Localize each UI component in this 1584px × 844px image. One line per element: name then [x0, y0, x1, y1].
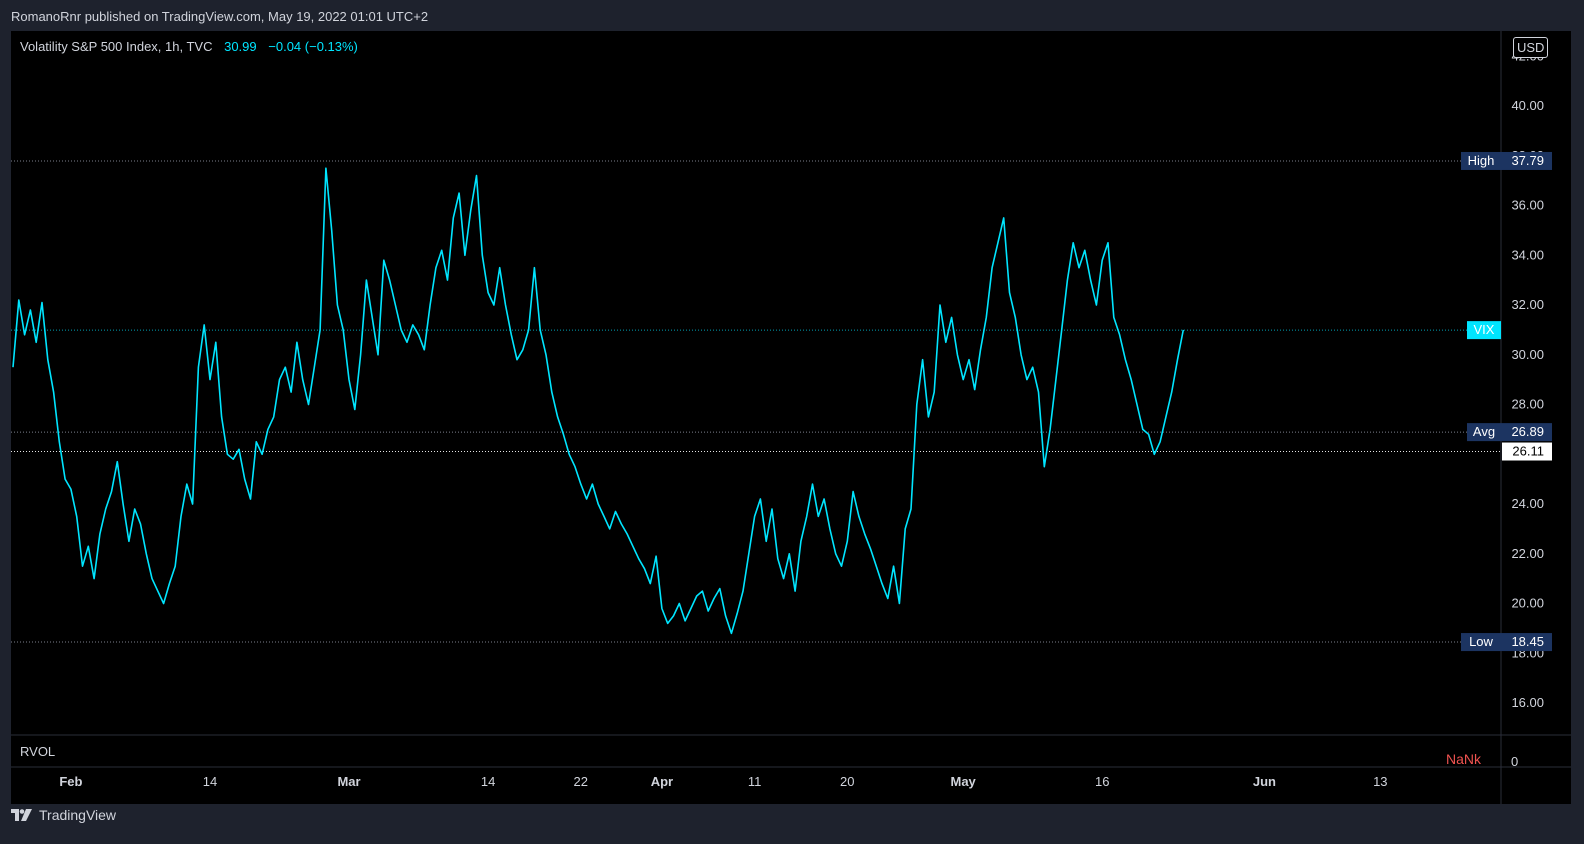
y-tick-label: 16.00	[1511, 695, 1544, 710]
x-tick-label: May	[951, 774, 977, 789]
y-tick-label: 32.00	[1511, 297, 1544, 312]
rvol-axis-zero: 0	[1511, 754, 1518, 769]
level-badge	[1461, 151, 1552, 170]
x-tick-label: Feb	[59, 774, 82, 789]
close-price-badge	[1502, 442, 1552, 461]
footer-brand: TradingView	[39, 807, 117, 823]
y-tick-label: 36.00	[1511, 198, 1544, 213]
legend: Volatility S&P 500 Index, 1h, TVC 30.99 …	[20, 39, 358, 54]
level-badge-value: 37.79	[1511, 153, 1544, 168]
legend-change: −0.04 (−0.13%)	[268, 39, 358, 54]
vix-badge-label: VIX	[1474, 322, 1495, 337]
close-price-badge-label: 26.11	[1512, 444, 1544, 459]
tradingview-logo-icon	[11, 809, 32, 821]
y-tick-label: 22.00	[1511, 546, 1544, 561]
y-tick-label: 24.00	[1511, 496, 1544, 511]
y-tick-label: 28.00	[1511, 397, 1544, 412]
level-badge-value: 26.89	[1511, 424, 1544, 439]
level-badge-name: Avg	[1473, 424, 1495, 439]
footer: TradingView	[11, 807, 116, 823]
y-tick-label: 30.00	[1511, 347, 1544, 362]
level-badge-name: High	[1468, 153, 1495, 168]
rvol-value: NaNk	[1446, 751, 1482, 767]
y-tick-label: 20.00	[1511, 596, 1544, 611]
legend-symbol: Volatility S&P 500 Index, 1h, TVC	[20, 39, 213, 54]
y-tick-label: 40.00	[1511, 98, 1544, 113]
level-badge-name: Low	[1469, 634, 1493, 649]
x-tick-label: Apr	[651, 774, 673, 789]
legend-last-price: 30.99	[224, 39, 257, 54]
level-badge	[1467, 423, 1552, 442]
x-tick-label: 16	[1095, 774, 1109, 789]
vix-series-line	[12, 167, 1185, 635]
vix-badge	[1467, 321, 1501, 340]
rvol-label: RVOL	[20, 744, 56, 759]
level-badge	[1461, 633, 1552, 652]
x-tick-label: 14	[481, 774, 495, 789]
x-tick-label: 14	[203, 774, 217, 789]
x-tick-label: 20	[840, 774, 854, 789]
currency-button[interactable]: USD	[1513, 37, 1549, 58]
level-badge-value: 18.45	[1511, 634, 1544, 649]
x-tick-label: 13	[1373, 774, 1387, 789]
chart-frame[interactable]: 16.0018.0020.0022.0024.0026.0028.0030.00…	[11, 31, 1571, 804]
vix-chart[interactable]: 16.0018.0020.0022.0024.0026.0028.0030.00…	[11, 31, 1571, 804]
x-tick-label: Mar	[337, 774, 360, 789]
x-tick-label: Jun	[1253, 774, 1276, 789]
y-tick-label: 34.00	[1511, 247, 1544, 262]
x-tick-label: 11	[748, 774, 762, 789]
publisher-text: RomanoRnr published on TradingView.com, …	[11, 9, 429, 24]
x-tick-label: 22	[574, 774, 588, 789]
